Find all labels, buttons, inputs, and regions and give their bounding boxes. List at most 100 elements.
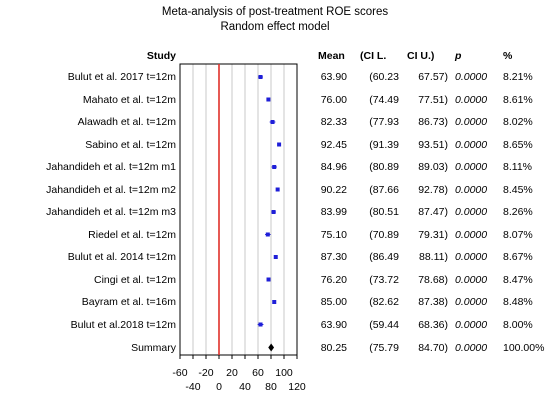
- ci-lower-value: (70.89: [369, 228, 399, 241]
- ci-lower-value: (87.66: [369, 183, 399, 196]
- study-label: Riedel et al. t=12m: [88, 228, 176, 241]
- mean-value: 76.00: [320, 93, 347, 106]
- point-estimate: [272, 165, 277, 169]
- p-value: 0.0000: [455, 206, 488, 218]
- mean-value: 63.90: [320, 318, 347, 331]
- header-study: Study: [146, 50, 176, 62]
- study-label: Bulut et al. 2014 t=12m: [67, 251, 176, 263]
- header-ci-upper: CI U.): [407, 50, 435, 62]
- header-mean: Mean: [318, 50, 345, 62]
- x-tick-label: 40: [239, 381, 251, 393]
- ci-lower-value: (80.89: [369, 161, 399, 173]
- weight-percent: 8.61%: [503, 93, 533, 106]
- chart-title: Meta-analysis of post-treatment ROE scor…: [161, 6, 389, 18]
- p-value: 0.0000: [455, 116, 488, 128]
- point-estimate: [258, 322, 263, 327]
- mean-value: 84.96: [320, 161, 347, 173]
- p-value: 0.0000: [455, 183, 488, 196]
- ci-upper-value: 78.68): [418, 273, 448, 286]
- ci-lower-value: (74.49: [369, 93, 399, 106]
- p-value: 0.0000: [455, 93, 488, 106]
- mean-value: 63.90: [320, 71, 347, 83]
- p-value: 0.0000: [455, 161, 488, 173]
- x-tick-label: -20: [198, 367, 214, 379]
- chart-subtitle: Random effect model: [220, 21, 330, 33]
- x-tick-label: 0: [216, 381, 222, 393]
- weight-percent: 8.45%: [503, 183, 533, 196]
- p-value: 0.0000: [455, 71, 488, 83]
- x-tick-label: 60: [252, 367, 264, 379]
- study-label: Jahandideh et al. t=12m m3: [46, 206, 176, 218]
- p-value: 0.0000: [455, 228, 488, 241]
- point-estimate: [266, 97, 271, 102]
- x-tick-label: 100: [275, 367, 293, 379]
- study-label: Alawadh et al. t=12m: [77, 116, 176, 128]
- x-tick-label: -60: [172, 367, 188, 379]
- ci-upper-value: 77.51): [418, 93, 448, 106]
- mean-value: 90.22: [320, 183, 347, 196]
- ci-upper-value: 86.73): [418, 116, 448, 128]
- study-label: Cingi et al. t=12m: [93, 273, 176, 286]
- mean-value: 75.10: [320, 228, 347, 241]
- point-estimate: [275, 187, 280, 192]
- x-tick-label: 80: [265, 381, 277, 393]
- p-value: 0.0000: [455, 251, 488, 263]
- weight-percent: 8.00%: [503, 318, 533, 331]
- point-estimate: [271, 210, 276, 214]
- mean-value: 87.30: [320, 251, 347, 263]
- p-value: 0.0000: [455, 318, 488, 331]
- header-percent: %: [503, 50, 513, 62]
- ci-lower-value: (60.23: [369, 71, 399, 83]
- ci-lower-value: (82.62: [369, 296, 399, 308]
- weight-percent: 8.21%: [503, 71, 533, 83]
- ci-upper-value: 84.70): [418, 341, 448, 354]
- mean-value: 83.99: [320, 206, 347, 218]
- p-value: 0.0000: [455, 341, 488, 354]
- weight-percent: 8.65%: [503, 138, 533, 151]
- ci-upper-value: 92.78): [418, 183, 448, 196]
- weight-percent: 8.47%: [503, 273, 533, 286]
- study-label: Jahandideh et al. t=12m m2: [46, 183, 176, 196]
- ci-upper-value: 87.47): [418, 206, 448, 218]
- ci-upper-value: 68.36): [418, 318, 448, 331]
- ci-lower-value: (80.51: [369, 206, 399, 218]
- p-value: 0.0000: [455, 273, 488, 286]
- ci-upper-value: 88.11): [419, 251, 448, 263]
- mean-value: 92.45: [320, 138, 347, 151]
- weight-percent: 8.48%: [503, 296, 533, 308]
- ci-upper-value: 67.57): [418, 71, 448, 83]
- weight-percent: 8.11%: [503, 161, 532, 173]
- ci-lower-value: (91.39: [369, 138, 399, 151]
- study-label: Bayram et al. t=16m: [81, 296, 176, 308]
- p-value: 0.0000: [455, 296, 488, 308]
- header-ci-lower: (CI L.: [360, 50, 387, 62]
- weight-percent: 100.00%: [503, 341, 545, 354]
- ci-lower-value: (59.44: [369, 318, 399, 331]
- ci-upper-value: 89.03): [418, 161, 448, 173]
- weight-percent: 8.07%: [503, 228, 533, 241]
- study-label: Sabino et al. t=12m: [85, 138, 176, 151]
- ci-upper-value: 87.38): [418, 296, 448, 308]
- point-estimate: [266, 277, 271, 282]
- summary-diamond: [268, 343, 275, 352]
- ci-lower-value: (77.93: [369, 116, 399, 128]
- ci-upper-value: 93.51): [418, 138, 448, 151]
- point-estimate: [258, 75, 263, 79]
- mean-value: 76.20: [320, 273, 347, 286]
- x-tick-label: 20: [226, 367, 238, 379]
- point-estimate: [277, 142, 282, 147]
- weight-percent: 8.26%: [503, 206, 533, 218]
- point-estimate: [273, 255, 278, 259]
- mean-value: 85.00: [320, 296, 347, 308]
- study-label: Jahandideh et al. t=12m m1: [46, 161, 176, 173]
- header-p: p: [455, 50, 462, 62]
- weight-percent: 8.02%: [503, 116, 533, 128]
- mean-value: 82.33: [320, 116, 347, 128]
- x-tick-label: 120: [288, 381, 306, 393]
- ci-lower-value: (75.79: [369, 341, 399, 354]
- p-value: 0.0000: [455, 138, 488, 151]
- point-estimate: [270, 120, 275, 124]
- ci-lower-value: (73.72: [369, 273, 399, 286]
